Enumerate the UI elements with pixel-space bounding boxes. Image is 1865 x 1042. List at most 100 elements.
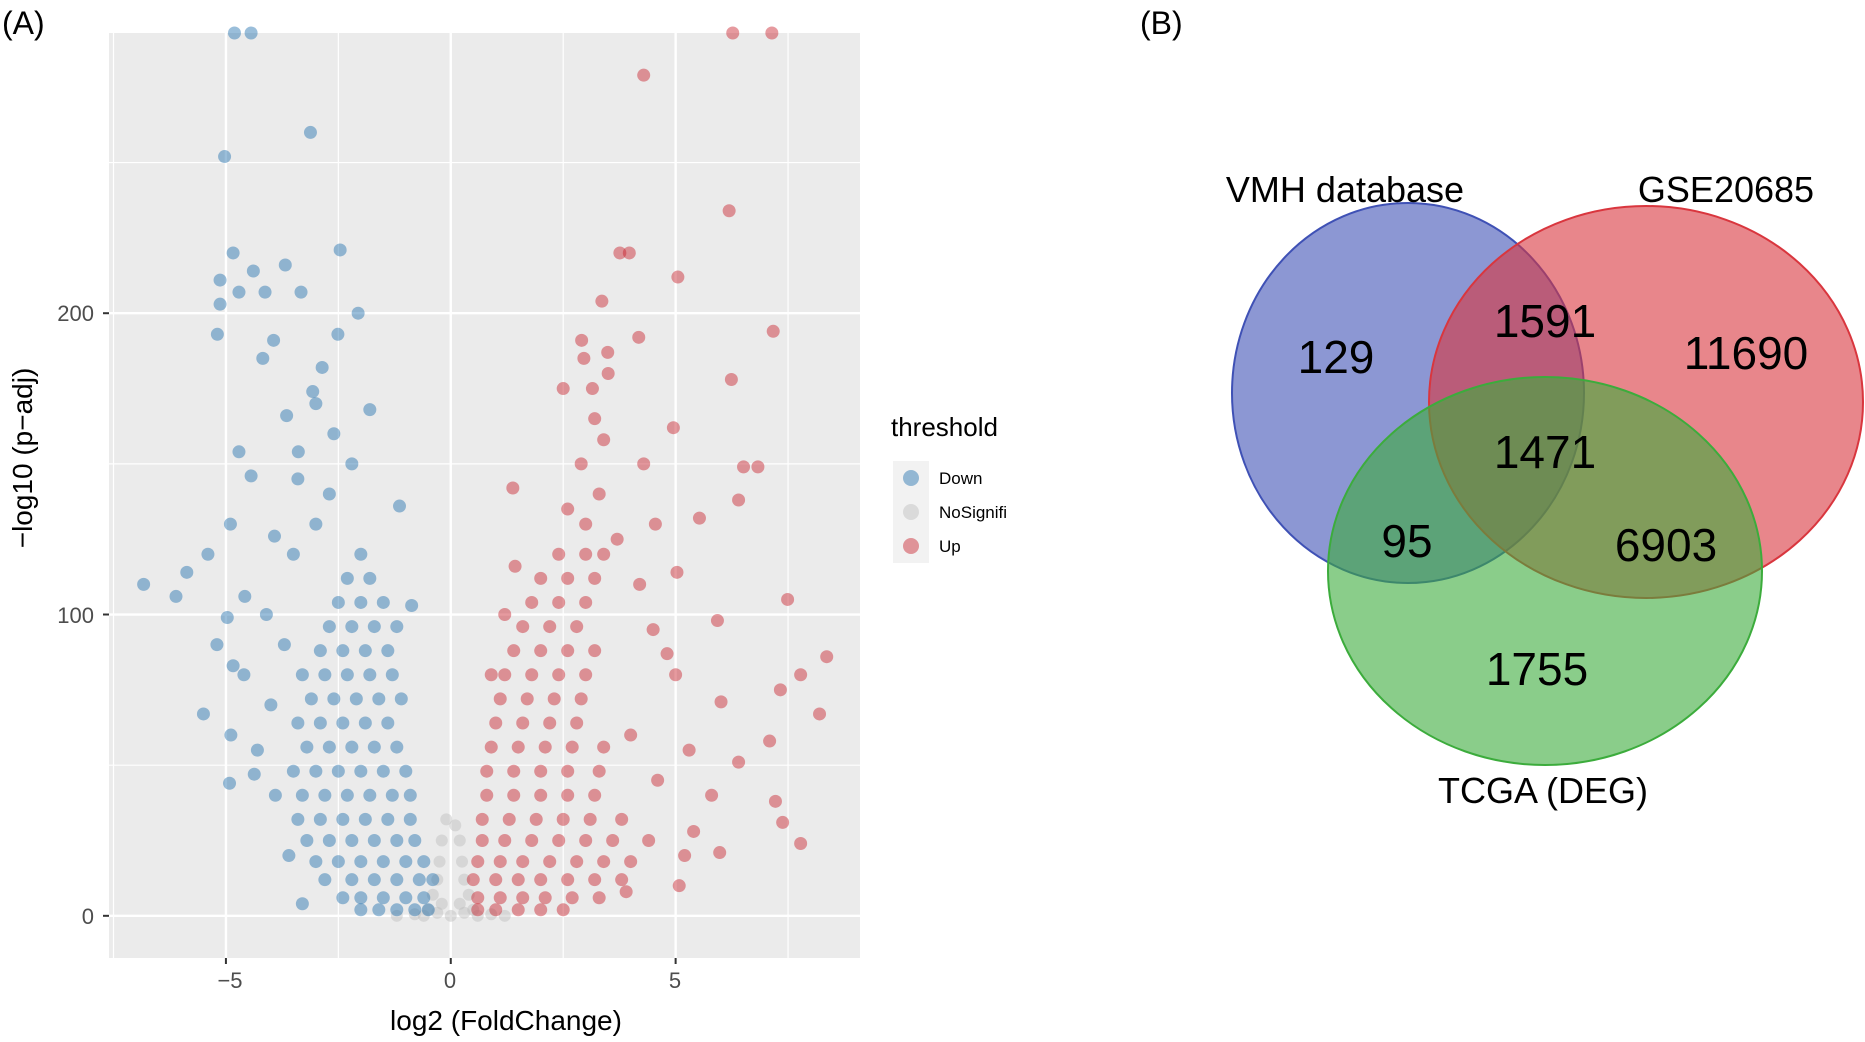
point-down	[363, 668, 377, 682]
point-nosignifi	[431, 873, 444, 886]
point-up	[570, 620, 584, 634]
point-down	[351, 306, 365, 320]
point-up	[529, 812, 543, 826]
point-down	[315, 360, 329, 374]
point-down	[349, 692, 363, 706]
point-up	[588, 873, 602, 887]
point-up	[565, 740, 579, 754]
point-up	[534, 571, 548, 585]
point-nosignifi	[390, 909, 403, 922]
point-up	[516, 716, 530, 730]
point-down	[372, 903, 386, 917]
point-down	[291, 716, 305, 730]
point-down	[345, 873, 359, 887]
point-up	[493, 891, 507, 905]
point-nosignifi	[435, 897, 448, 910]
point-down	[278, 258, 292, 272]
legend-label-up: Up	[939, 537, 961, 556]
x-tick-label: −5	[217, 968, 242, 993]
legend-label-nosignifi: NoSignifi	[939, 503, 1007, 522]
point-down	[244, 26, 258, 40]
point-down	[376, 764, 390, 778]
point-down	[137, 577, 151, 591]
point-down	[322, 833, 336, 847]
point-nosignifi	[422, 903, 435, 916]
point-up	[466, 873, 480, 887]
point-down	[268, 788, 282, 802]
point-down	[399, 764, 413, 778]
point-down	[390, 740, 404, 754]
point-up	[489, 716, 503, 730]
point-down	[399, 855, 413, 869]
point-down	[345, 833, 359, 847]
point-down	[313, 812, 327, 826]
point-up	[520, 692, 534, 706]
x-axis-title: log2 (FoldChange)	[390, 1005, 622, 1036]
point-down	[333, 243, 347, 257]
point-nosignifi	[485, 908, 498, 921]
point-up	[552, 547, 566, 561]
point-up	[820, 650, 834, 664]
y-tick-label: 0	[82, 904, 94, 929]
point-up	[480, 788, 494, 802]
set-label-gse20685: GSE20685	[1638, 169, 1814, 210]
point-up	[534, 788, 548, 802]
point-up	[511, 873, 525, 887]
point-down	[300, 740, 314, 754]
point-up	[475, 833, 489, 847]
point-down	[282, 849, 296, 863]
point-down	[196, 707, 210, 721]
point-down	[309, 855, 323, 869]
point-up	[592, 891, 606, 905]
point-up	[506, 481, 520, 495]
point-up	[471, 903, 485, 917]
point-up	[575, 333, 589, 347]
point-up	[632, 330, 646, 344]
point-up	[713, 846, 727, 860]
point-down	[363, 403, 377, 417]
point-up	[678, 849, 692, 863]
point-nosignifi	[471, 909, 484, 922]
point-up	[732, 755, 746, 769]
point-nosignifi	[467, 903, 480, 916]
point-down	[291, 472, 305, 486]
volcano-plot: −5 0 5 0 100 200 log2 (FoldChange) −log1…	[7, 26, 1007, 1036]
point-up	[588, 412, 602, 426]
point-down	[367, 620, 381, 634]
points	[137, 26, 834, 922]
point-up	[794, 668, 808, 682]
point-up	[489, 903, 503, 917]
count-gse-tcga: 6903	[1615, 519, 1717, 571]
point-down	[220, 611, 234, 625]
point-up	[484, 740, 498, 754]
point-up	[577, 351, 591, 365]
point-down	[267, 529, 281, 543]
point-nosignifi	[435, 834, 448, 847]
point-down	[318, 668, 332, 682]
point-down	[354, 855, 368, 869]
point-up	[592, 764, 606, 778]
legend-key-up	[903, 538, 919, 554]
point-down	[336, 716, 350, 730]
point-down	[327, 692, 341, 706]
point-down	[286, 547, 300, 561]
point-up	[570, 716, 584, 730]
point-down	[201, 547, 215, 561]
point-up	[574, 692, 588, 706]
point-up	[525, 668, 539, 682]
point-up	[601, 345, 615, 359]
point-down	[340, 571, 354, 585]
point-down	[309, 764, 323, 778]
point-down	[390, 833, 404, 847]
point-up	[579, 595, 593, 609]
legend-title: threshold	[891, 412, 998, 442]
point-down	[224, 728, 238, 742]
point-up	[615, 812, 629, 826]
point-up	[579, 517, 593, 531]
point-down	[354, 595, 368, 609]
point-nosignifi	[431, 906, 444, 919]
point-up	[538, 891, 552, 905]
point-down	[218, 150, 232, 164]
point-up	[556, 812, 570, 826]
point-up	[597, 433, 611, 447]
